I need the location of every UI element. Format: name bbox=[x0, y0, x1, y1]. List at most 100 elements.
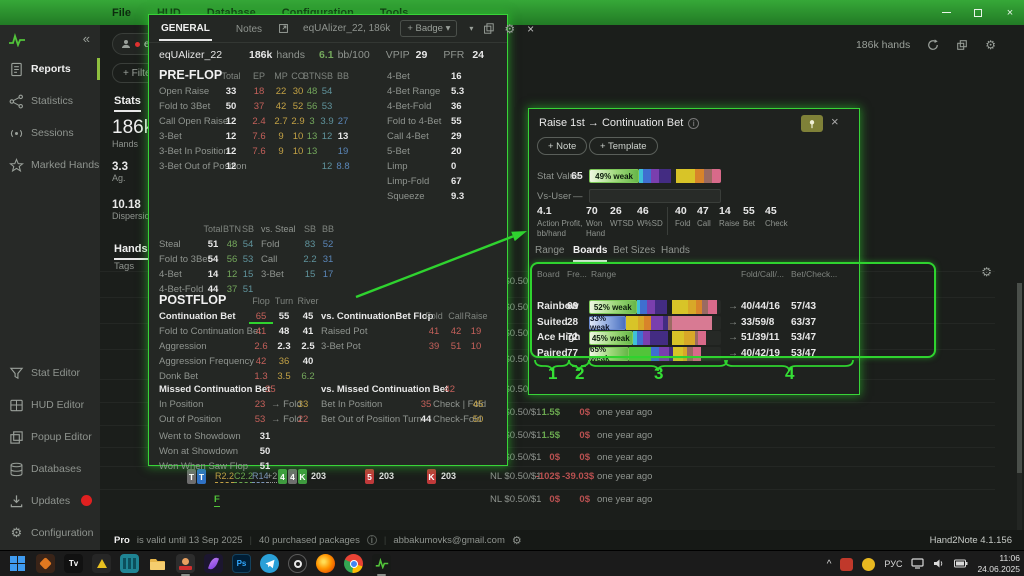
board-name: Rainbow bbox=[537, 301, 579, 312]
add-template-button[interactable]: + Template bbox=[589, 137, 658, 155]
minimize-button[interactable] bbox=[938, 6, 954, 20]
action-label: R2.2 bbox=[215, 471, 235, 483]
stat-label: 3-Bet bbox=[261, 269, 284, 280]
language-indicator[interactable]: РУС bbox=[884, 559, 903, 569]
stat-value: 6.2 bbox=[301, 371, 315, 382]
sidebar-item-updates[interactable]: Updates bbox=[0, 485, 100, 517]
stat-row: 4-Bet Range 5.3 bbox=[387, 85, 499, 100]
stat-value: 67 bbox=[451, 176, 462, 187]
table-row[interactable]: NL $0.50/$1 1.5$ 0$ one year ago bbox=[100, 402, 995, 423]
table-row[interactable]: NL $0.50/$1 1.5$ 0$ one year ago bbox=[100, 425, 995, 446]
vs-user-label: Vs-User bbox=[537, 191, 572, 202]
taskbar-app-columns[interactable] bbox=[120, 554, 139, 573]
sidebar-item-label: Statistics bbox=[31, 95, 74, 107]
board-row-rainbow[interactable]: Rainbow 69 52% weak → 40/44/16 57/43 bbox=[529, 299, 859, 315]
sidebar-item-statistics[interactable]: Statistics bbox=[0, 85, 100, 117]
stat-row: 5-Bet 20 bbox=[387, 145, 499, 160]
account-gear-icon[interactable]: ⚙ bbox=[511, 534, 522, 547]
fold-marker: F bbox=[214, 494, 220, 507]
taskbar-chrome[interactable] bbox=[344, 554, 363, 573]
player-status-dot bbox=[135, 41, 140, 47]
pin-button[interactable] bbox=[801, 115, 823, 132]
metric-value: 70 bbox=[586, 205, 598, 217]
sidebar-item-marked-hands[interactable]: Marked Hands bbox=[0, 149, 100, 181]
action-label: R14 bbox=[252, 471, 269, 483]
bar-segment bbox=[686, 347, 694, 361]
taskbar-clock[interactable]: 11:06 24.06.2025 bbox=[977, 553, 1020, 574]
tray-chevron-icon[interactable]: ^ bbox=[826, 558, 832, 570]
taskbar-aimp[interactable] bbox=[92, 554, 111, 573]
taskbar-hand2note[interactable] bbox=[372, 554, 391, 576]
taskbar-windows-start[interactable] bbox=[8, 554, 27, 573]
tray-app-red-icon[interactable] bbox=[840, 557, 854, 571]
table-row[interactable]: NL $0.50/$1 0$ 0$ one year ago F bbox=[100, 489, 995, 510]
taskbar-telegram[interactable] bbox=[260, 554, 279, 573]
board-row-ace-high[interactable]: Ace High 72 45% weak → 51/39/11 53/47 bbox=[529, 330, 859, 346]
popout-report-icon[interactable] bbox=[956, 39, 968, 51]
popout-icon[interactable] bbox=[278, 23, 289, 34]
metric-value: 55 bbox=[743, 205, 755, 217]
row-date: one year ago bbox=[597, 471, 653, 482]
metric-label: Check bbox=[765, 219, 788, 228]
row-winnings: 0$ bbox=[549, 494, 560, 505]
menu-item-file[interactable]: File bbox=[112, 6, 131, 19]
copy-icon[interactable] bbox=[483, 23, 495, 34]
bar-segment bbox=[668, 331, 673, 345]
taskbar-photoshop[interactable]: Ps bbox=[232, 554, 251, 573]
sidebar-item-sessions[interactable]: Sessions bbox=[0, 117, 100, 149]
tab-general[interactable]: GENERAL bbox=[159, 17, 212, 41]
maximize-button[interactable] bbox=[970, 6, 986, 20]
tab-notes[interactable]: Notes bbox=[235, 23, 263, 35]
annotation-brace bbox=[724, 359, 854, 378]
popup-settings-gear-icon[interactable]: ⚙ bbox=[504, 21, 516, 36]
sidebar-item-stat-editor[interactable]: Stat Editor bbox=[0, 357, 100, 389]
tab-stats[interactable]: Stats bbox=[114, 95, 141, 112]
sidebar-collapse-button[interactable]: « bbox=[82, 31, 90, 46]
sidebar-item-hud-editor[interactable]: HUD Editor bbox=[0, 389, 100, 421]
color-dropdown-icon[interactable]: ▾ bbox=[469, 24, 474, 33]
sidebar-item-configuration[interactable]: ⚙ Configuration bbox=[0, 517, 100, 549]
scrollbar-thumb[interactable] bbox=[1017, 283, 1022, 473]
report-settings-gear-icon[interactable]: ⚙ bbox=[985, 38, 996, 52]
stat-label: Fold to Continuation Bet bbox=[159, 326, 261, 337]
info-icon[interactable]: i bbox=[366, 535, 377, 545]
tab-range[interactable]: Range bbox=[535, 245, 565, 256]
vertical-scrollbar[interactable] bbox=[1017, 283, 1022, 530]
add-badge-button[interactable]: + Badge ▾ bbox=[400, 20, 458, 37]
battery-icon[interactable] bbox=[954, 559, 968, 570]
stat-label: Limp bbox=[387, 161, 408, 172]
columns-gear-icon[interactable]: ⚙ bbox=[981, 265, 992, 279]
speaker-icon[interactable] bbox=[933, 558, 945, 571]
column-header: BB bbox=[321, 224, 334, 234]
tray-app-yellow-icon[interactable] bbox=[862, 557, 876, 571]
popup-close-icon[interactable]: × bbox=[831, 114, 839, 129]
taskbar-obs-studio[interactable] bbox=[288, 554, 307, 573]
taskbar-feather-app[interactable] bbox=[204, 554, 223, 573]
tab-hands[interactable]: Hands bbox=[661, 245, 690, 256]
stat-value: 53 bbox=[254, 414, 266, 425]
tab-boards[interactable]: Boards bbox=[573, 245, 608, 262]
refresh-icon[interactable] bbox=[927, 39, 939, 51]
sidebar-item-reports[interactable]: Reports bbox=[0, 53, 100, 85]
tab-bet-sizes[interactable]: Bet Sizes bbox=[613, 245, 656, 256]
stat-value: 45 bbox=[472, 399, 484, 410]
board-range-bar: 52% weak bbox=[589, 300, 721, 314]
tab-hands[interactable]: Hands bbox=[114, 243, 148, 260]
board-frequency: 69 bbox=[567, 301, 579, 312]
taskbar-file-explorer[interactable] bbox=[148, 554, 167, 573]
stat-value: 10 bbox=[292, 146, 304, 157]
close-button[interactable]: × bbox=[1006, 6, 1014, 19]
taskbar-tradingview[interactable]: Tv bbox=[64, 554, 83, 573]
table-row[interactable]: NL $0.50/$1 -102$ -39.03$ one year ago T T R2.… bbox=[100, 466, 995, 487]
taskbar-presentation-app[interactable] bbox=[176, 554, 195, 576]
sidebar-item-databases[interactable]: Databases bbox=[0, 453, 100, 485]
info-icon[interactable]: i bbox=[688, 117, 700, 129]
board-row-suited[interactable]: Suited 28 33% weak → 33/59/8 63/37 bbox=[529, 315, 859, 331]
display-icon[interactable] bbox=[911, 557, 925, 571]
popup-close-icon[interactable]: × bbox=[527, 21, 535, 36]
taskbar-app-tiger[interactable] bbox=[36, 554, 55, 573]
taskbar-firefox[interactable] bbox=[316, 554, 335, 573]
sidebar-item-popup-editor[interactable]: Popup Editor bbox=[0, 421, 100, 453]
add-note-button[interactable]: + Note bbox=[537, 137, 588, 155]
bar-segment bbox=[669, 347, 674, 361]
